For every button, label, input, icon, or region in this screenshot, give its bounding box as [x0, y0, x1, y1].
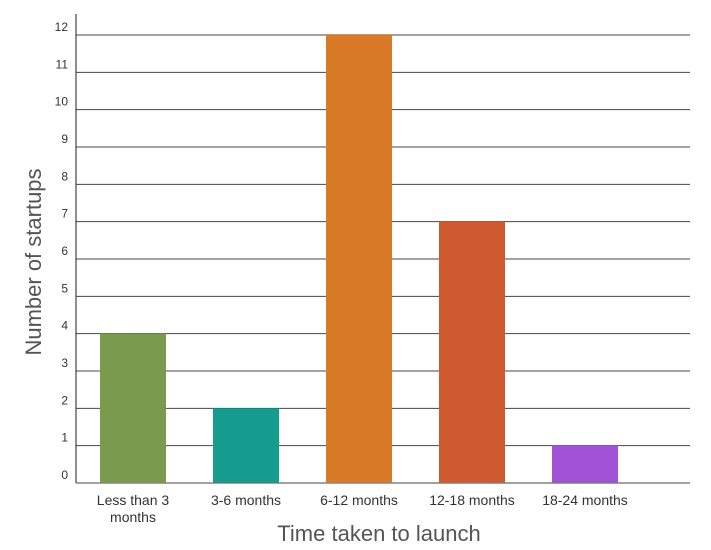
y-tick-label: 12	[55, 20, 69, 34]
y-tick-label: 3	[61, 356, 68, 370]
x-tick-labels: Less than 3 months 3-6 months 6-12 months 12…	[97, 492, 628, 525]
y-tick-label: 5	[61, 281, 68, 295]
bar	[213, 408, 279, 483]
bar	[552, 445, 618, 483]
bars	[100, 35, 618, 483]
y-tick-label: 8	[61, 169, 68, 183]
x-tick-label: 12-18 months	[429, 492, 515, 508]
x-tick-label: 18-24 months	[542, 492, 628, 508]
y-tick-label: 6	[61, 244, 68, 258]
bar	[326, 35, 392, 483]
x-tick-label: 3-6 months	[211, 492, 281, 508]
x-tick-label: 6-12 months	[320, 492, 398, 508]
bar	[439, 221, 505, 483]
y-tick-label: 9	[61, 132, 68, 146]
x-axis-title: Time taken to launch	[277, 521, 480, 546]
y-tick-label: 7	[61, 207, 68, 221]
y-tick-label: 11	[56, 57, 69, 71]
y-tick-label: 0	[61, 468, 68, 482]
y-tick-label: 1	[61, 431, 68, 445]
x-tick-label: Less than 3 months	[97, 492, 170, 525]
y-tick-label: 10	[55, 95, 69, 109]
y-axis-title: Number of startups	[21, 168, 46, 355]
bar	[100, 333, 166, 483]
y-tick-label: 4	[61, 319, 68, 333]
y-tick-label: 2	[61, 393, 68, 407]
